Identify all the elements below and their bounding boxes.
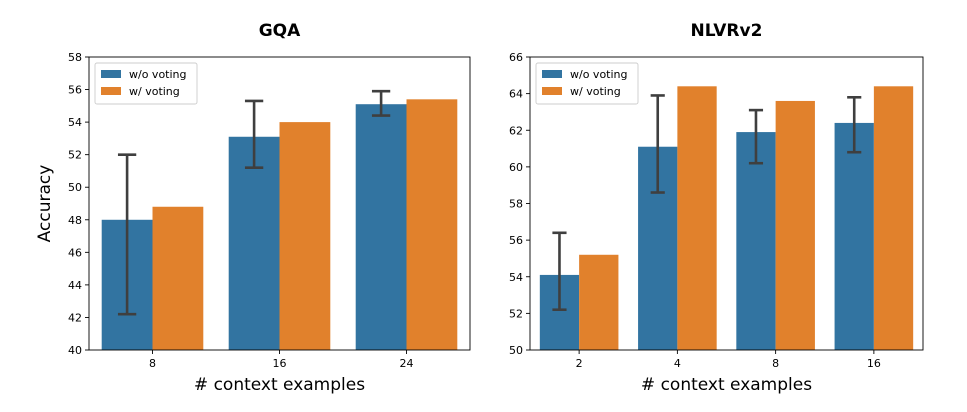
nlvrv2-y-tick-label: 64 (509, 88, 523, 101)
gqa-chart-title: GQA (259, 21, 301, 41)
gqa-bar-without-voting-16 (228, 136, 280, 350)
nlvrv2-y-tick-label: 50 (509, 344, 523, 357)
gqa-x-tick-label: 24 (400, 357, 414, 370)
nlvrv2-x-tick-label: 16 (867, 357, 881, 370)
gqa-y-tick-label: 46 (68, 246, 82, 259)
nlvrv2-x-tick-label: 8 (772, 357, 779, 370)
gqa-y-tick-label: 52 (68, 149, 82, 162)
gqa-bar-with-voting-8 (152, 206, 204, 350)
gqa-y-axis-label: Accuracy (35, 165, 55, 243)
nlvrv2-y-tick-label: 60 (509, 161, 523, 174)
gqa-legend-label-1: w/ voting (129, 85, 180, 98)
nlvrv2-bar-with-voting-2 (579, 254, 619, 350)
nlvrv2-legend-swatch-1 (542, 87, 562, 95)
gqa-y-tick-label: 44 (68, 279, 82, 292)
nlvrv2-y-tick-label: 54 (509, 271, 523, 284)
nlvrv2-y-tick-label: 58 (509, 198, 523, 211)
gqa-bar-with-voting-24 (406, 99, 458, 350)
gqa-legend-swatch-0 (101, 70, 121, 78)
nlvrv2-bar-with-voting-8 (775, 100, 815, 350)
gqa-x-tick-label: 16 (273, 357, 287, 370)
nlvrv2-y-tick-label: 62 (509, 124, 523, 137)
gqa-y-tick-label: 42 (68, 311, 82, 324)
gqa-chart-panel: 40 42 44 46 48 50 52 54 56 58 8 16 24 GQA # context ex… (35, 21, 471, 395)
nlvrv2-legend-label-0: w/o voting (570, 68, 628, 81)
gqa-y-tick-label: 48 (68, 214, 82, 227)
gqa-y-tick-label: 58 (68, 51, 82, 64)
gqa-y-tick-label: 56 (68, 84, 82, 97)
gqa-y-tick-label: 54 (68, 116, 82, 129)
nlvrv2-x-axis-label: # context examples (641, 375, 812, 395)
nlvrv2-x-tick-label: 2 (576, 357, 583, 370)
gqa-legend-label-0: w/o voting (129, 68, 187, 81)
gqa-bar-without-voting-24 (355, 104, 407, 350)
nlvrv2-bar-with-voting-4 (677, 86, 717, 351)
gqa-y-tick-label: 40 (68, 344, 82, 357)
nlvrv2-bar-with-voting-16 (873, 86, 914, 351)
nlvrv2-chart-panel: 50 52 54 56 58 60 62 64 66 2 4 8 16 NLVRv2 # context e… (509, 21, 924, 395)
nlvrv2-bar-without-voting-16 (834, 122, 874, 350)
nlvrv2-y-tick-label: 52 (509, 307, 523, 320)
nlvrv2-legend-label-1: w/ voting (570, 85, 621, 98)
nlvrv2-y-tick-label: 66 (509, 51, 523, 64)
gqa-legend-swatch-1 (101, 87, 121, 95)
gqa-x-tick-label: 8 (149, 357, 156, 370)
gqa-y-tick-label: 50 (68, 181, 82, 194)
gqa-x-axis-label: # context examples (194, 375, 365, 395)
nlvrv2-chart-title: NLVRv2 (691, 21, 763, 41)
nlvrv2-x-tick-label: 4 (674, 357, 681, 370)
nlvrv2-y-tick-label: 56 (509, 234, 523, 247)
nlvrv2-bar-without-voting-8 (736, 132, 776, 350)
gqa-bar-with-voting-16 (279, 122, 331, 350)
nlvrv2-legend-swatch-0 (542, 70, 562, 78)
